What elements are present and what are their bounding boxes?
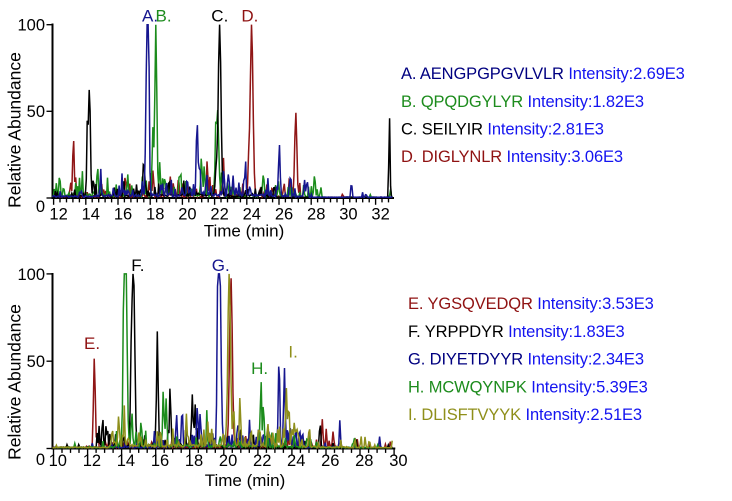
svg-text:10: 10 [49,452,67,470]
svg-text:E. YGSQVEDQR Intensity:3.53E3: E. YGSQVEDQR Intensity:3.53E3 [408,295,654,313]
svg-text:22: 22 [210,206,228,224]
svg-text:G.: G. [212,256,230,275]
svg-text:Relative Abundance: Relative Abundance [5,52,25,208]
svg-text:24: 24 [287,452,305,470]
svg-text:100: 100 [17,266,45,284]
svg-text:16: 16 [114,206,132,224]
svg-text:50: 50 [27,103,45,121]
svg-text:H.: H. [251,359,268,378]
svg-text:50: 50 [27,353,45,371]
svg-text:C.: C. [211,6,228,25]
svg-text:Time (min): Time (min) [204,222,285,241]
svg-text:16: 16 [151,452,169,470]
svg-text:D. DIGLYNLR Intensity:3.06E3: D. DIGLYNLR Intensity:3.06E3 [401,148,623,166]
svg-text:28: 28 [355,452,373,470]
svg-text:0: 0 [36,451,45,469]
svg-text:20: 20 [178,206,196,224]
svg-text:12: 12 [49,206,67,224]
svg-text:14: 14 [117,452,135,470]
svg-text:Time (min): Time (min) [205,471,286,490]
svg-text:G. DIYETDYYR Intensity:2.34E3: G. DIYETDYYR Intensity:2.34E3 [408,351,644,369]
svg-text:Relative Abundance: Relative Abundance [5,304,25,460]
svg-text:I.: I. [288,342,297,361]
svg-text:F. YRPPDYR Intensity:1.83E3: F. YRPPDYR Intensity:1.83E3 [408,323,625,341]
svg-text:D.: D. [241,6,258,25]
svg-text:B. QPQDGYLYR Intensity:1.82E3: B. QPQDGYLYR Intensity:1.82E3 [401,93,644,111]
svg-text:A. AENGPGPGVLVLR Intensity:2.6: A. AENGPGPGVLVLR Intensity:2.69E3 [401,65,685,83]
svg-text:0: 0 [36,198,45,216]
svg-text:100: 100 [17,17,45,35]
svg-text:12: 12 [83,452,101,470]
svg-text:C. SEILYIR Intensity:2.81E3: C. SEILYIR Intensity:2.81E3 [401,120,604,138]
svg-text:I. DLISFTVYYK Intensity:2.51E3: I. DLISFTVYYK Intensity:2.51E3 [408,406,642,424]
svg-text:30: 30 [339,206,357,224]
svg-text:26: 26 [275,206,293,224]
svg-text:30: 30 [389,452,407,470]
svg-text:A.: A. [142,6,158,25]
svg-text:18: 18 [146,206,164,224]
svg-text:H. MCWQYNPK Intensity:5.39E3: H. MCWQYNPK Intensity:5.39E3 [408,378,648,396]
svg-text:32: 32 [371,206,389,224]
svg-text:20: 20 [219,452,237,470]
svg-text:26: 26 [321,452,339,470]
svg-text:24: 24 [243,206,261,224]
svg-text:E.: E. [84,334,100,353]
svg-text:18: 18 [185,452,203,470]
svg-text:F.: F. [131,256,144,275]
svg-text:28: 28 [307,206,325,224]
svg-text:22: 22 [253,452,271,470]
svg-text:B.: B. [156,6,172,25]
svg-text:14: 14 [82,206,100,224]
